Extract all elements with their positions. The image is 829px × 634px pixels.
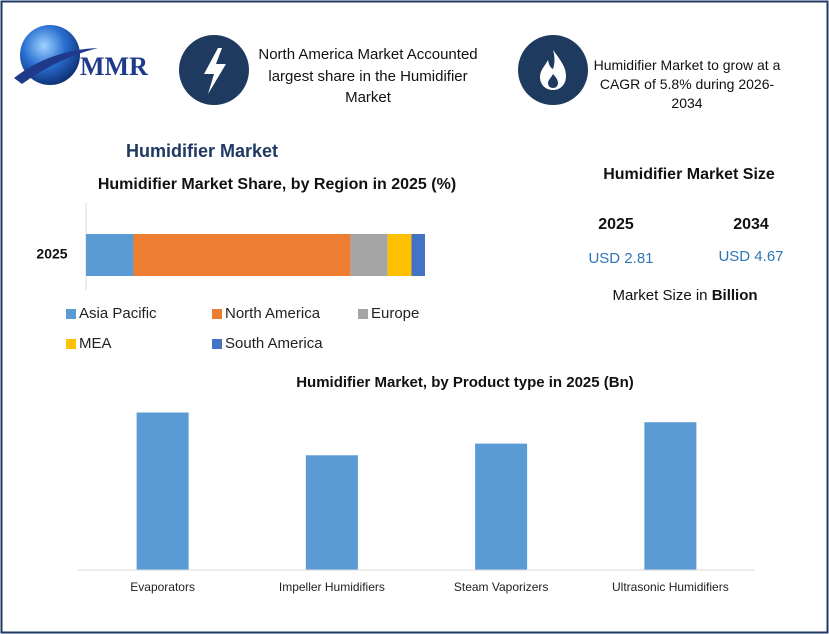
x-tick-label: Evaporators bbox=[130, 580, 195, 594]
legend-label: Europe bbox=[371, 305, 419, 322]
bar-segment bbox=[411, 234, 425, 276]
legend-swatch bbox=[66, 339, 76, 349]
size-value: USD 4.67 bbox=[718, 248, 783, 265]
size-year: 2034 bbox=[733, 216, 769, 233]
highlight: Humidifier Market to grow at a CAGR of 5… bbox=[593, 57, 781, 111]
bar bbox=[305, 455, 358, 570]
size-unit-note: Market Size in Billion bbox=[612, 287, 757, 304]
icon-flame bbox=[518, 35, 588, 105]
bar-segment bbox=[350, 234, 388, 276]
logo-text: MMR bbox=[80, 52, 148, 81]
legend-swatch bbox=[66, 309, 76, 319]
icon-bolt bbox=[179, 35, 249, 105]
size-title: Humidifier Market Size bbox=[603, 166, 775, 183]
highlight: North America Market Accounted largest s… bbox=[258, 46, 478, 106]
bar-segment bbox=[133, 234, 351, 276]
section-title: Humidifier Market bbox=[126, 141, 278, 161]
legend-swatch bbox=[358, 309, 368, 319]
bar-segment bbox=[387, 234, 412, 276]
bar bbox=[136, 412, 189, 570]
unit: Billion bbox=[712, 287, 758, 304]
legend-label: MEA bbox=[79, 335, 112, 352]
size-year: 2025 bbox=[598, 216, 634, 233]
legend-label: North America bbox=[225, 305, 321, 322]
bar-segment bbox=[86, 234, 134, 276]
category-label: 2025 bbox=[36, 246, 67, 262]
legend-label: South America bbox=[225, 335, 323, 352]
legend-label: Asia Pacific bbox=[79, 305, 157, 322]
chart-title: Humidifier Market, by Product type in 20… bbox=[296, 374, 634, 391]
x-tick-label: Impeller Humidifiers bbox=[279, 580, 385, 594]
x-tick-label: Steam Vaporizers bbox=[454, 580, 548, 594]
size-value: USD 2.81 bbox=[588, 250, 653, 267]
chart-title: Humidifier Market Share, by Region in 20… bbox=[97, 176, 457, 193]
bar bbox=[475, 443, 528, 570]
unit-note: Market Size in bbox=[612, 287, 707, 304]
x-tick-label: Ultrasonic Humidifiers bbox=[612, 580, 729, 594]
bar bbox=[644, 422, 697, 570]
legend-swatch bbox=[212, 339, 222, 349]
legend-swatch bbox=[212, 309, 222, 319]
logo: MMR bbox=[14, 25, 148, 85]
